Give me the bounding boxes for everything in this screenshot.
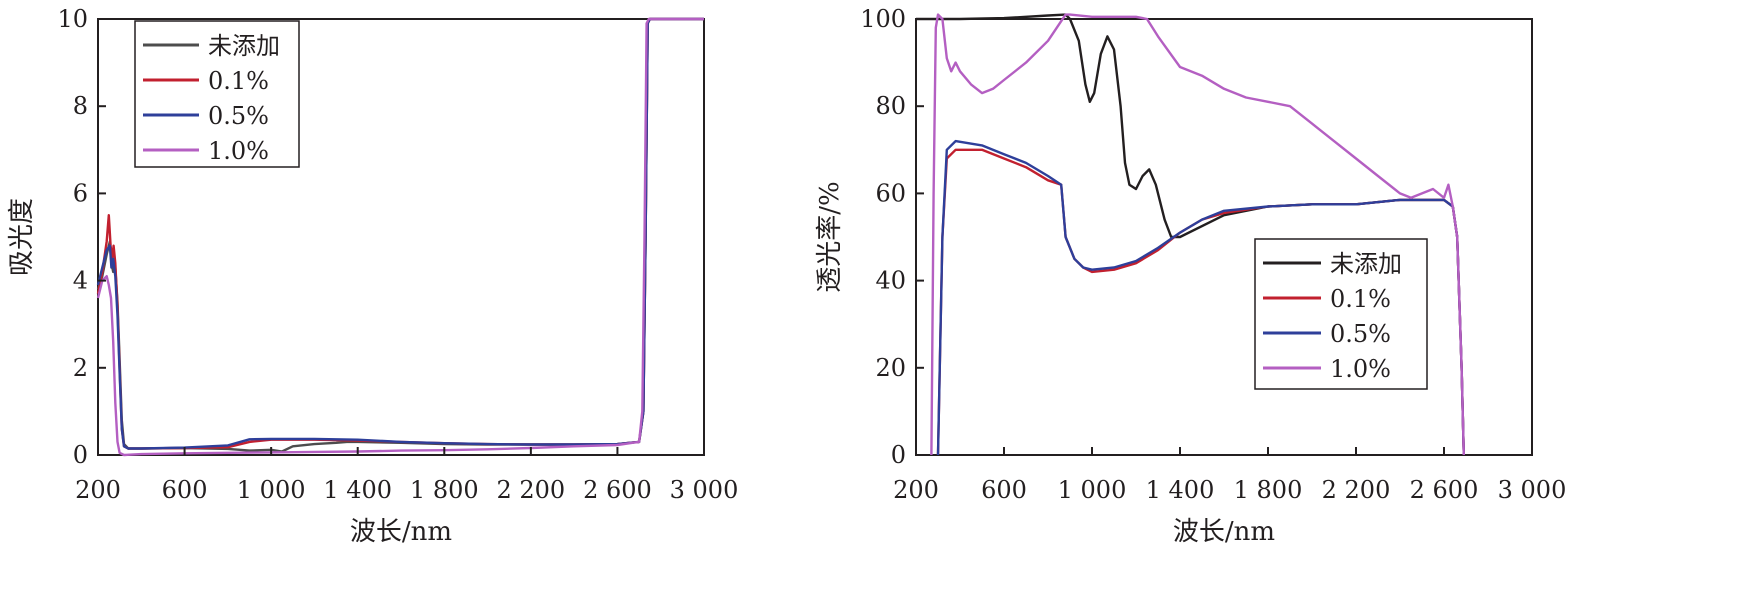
absorbance-y-tick-label-1: 2 xyxy=(73,354,88,382)
absorbance-y-tick-label-0: 0 xyxy=(73,441,88,469)
transmittance-x-tick-label-0: 200 xyxy=(893,476,939,504)
transmittance-x-tick-label-5: 2 200 xyxy=(1322,476,1391,504)
transmittance-y-tick-label-3: 60 xyxy=(875,179,906,207)
transmittance-series-group xyxy=(916,13,1465,456)
transmittance-x-tick-label-3: 1 400 xyxy=(1146,476,1215,504)
transmittance-x-tick-label-4: 1 800 xyxy=(1234,476,1303,504)
absorbance-plot-frame xyxy=(97,18,705,456)
transmittance-legend-label-0: 未添加 xyxy=(1330,250,1402,278)
absorbance-x-tick-label-1: 600 xyxy=(162,476,208,504)
transmittance-plot-frame xyxy=(915,18,1533,456)
absorbance-x-tick-label-4: 1 800 xyxy=(410,476,479,504)
transmittance-y-tick-label-0: 0 xyxy=(891,441,906,469)
transmittance-series-line-2 xyxy=(936,139,1465,456)
transmittance-x-axis: 200 600 1 000 1 400 1 800 2 200 2 600 3 000 xyxy=(893,447,1566,504)
transmittance-x-tick-label-1: 600 xyxy=(981,476,1027,504)
transmittance-y-axis: 0 20 40 60 80 100 xyxy=(860,5,924,469)
transmittance-x-tick-label-7: 3 000 xyxy=(1498,476,1567,504)
transmittance-legend-label-1: 0.1% xyxy=(1330,285,1391,313)
absorbance-x-axis: 200 600 1 000 1 400 1 800 2 200 2 600 3 000 xyxy=(75,447,738,504)
absorbance-x-tick-label-7: 3 000 xyxy=(670,476,739,504)
absorbance-legend: 未添加 0.1% 0.5% 1.0% xyxy=(134,20,300,168)
transmittance-y-tick-label-5: 100 xyxy=(860,5,906,33)
absorbance-y-tick-label-2: 4 xyxy=(73,267,88,295)
absorbance-x-tick-label-5: 2 200 xyxy=(496,476,565,504)
absorbance-x-tick-label-3: 1 400 xyxy=(323,476,392,504)
absorbance-series-group xyxy=(96,17,704,457)
transmittance-series-line-3 xyxy=(930,13,1465,456)
transmittance-x-axis-title: 波长/nm xyxy=(1173,517,1275,547)
transmittance-legend: 未添加 0.1% 0.5% 1.0% xyxy=(1254,238,1428,390)
absorbance-legend-label-3: 1.0% xyxy=(208,137,269,165)
absorbance-legend-label-2: 0.5% xyxy=(208,102,269,130)
transmittance-x-tick-label-6: 2 600 xyxy=(1410,476,1479,504)
transmittance-y-tick-label-2: 40 xyxy=(875,267,906,295)
absorbance-y-axis-title: 吸光度 xyxy=(7,198,37,276)
transmittance-legend-label-2: 0.5% xyxy=(1330,320,1391,348)
absorbance-y-tick-label-3: 6 xyxy=(73,179,88,207)
absorbance-x-tick-label-2: 1 000 xyxy=(237,476,306,504)
absorbance-y-axis: 0 2 4 6 8 10 xyxy=(57,5,106,469)
transmittance-y-axis-title: 透光率/% xyxy=(815,181,845,292)
absorbance-legend-label-0: 未添加 xyxy=(208,32,280,60)
transmittance-y-tick-label-1: 20 xyxy=(875,354,906,382)
absorbance-x-tick-label-0: 200 xyxy=(75,476,121,504)
transmittance-legend-label-3: 1.0% xyxy=(1330,355,1391,383)
absorbance-chart: 200 600 1 000 1 400 1 800 2 200 2 600 3 000 0 2 4… xyxy=(7,5,738,547)
transmittance-x-tick-label-2: 1 000 xyxy=(1058,476,1127,504)
absorbance-x-axis-title: 波长/nm xyxy=(350,517,452,547)
absorbance-y-tick-label-5: 10 xyxy=(57,5,88,33)
transmittance-chart: 200 600 1 000 1 400 1 800 2 200 2 600 3 000 020… xyxy=(815,5,1566,547)
absorbance-y-tick-label-4: 8 xyxy=(73,92,88,120)
transmittance-y-tick-label-4: 80 xyxy=(875,92,906,120)
absorbance-x-tick-label-6: 2 600 xyxy=(583,476,652,504)
absorbance-legend-label-1: 0.1% xyxy=(208,67,269,95)
absorbance-series-line-3 xyxy=(96,17,704,457)
